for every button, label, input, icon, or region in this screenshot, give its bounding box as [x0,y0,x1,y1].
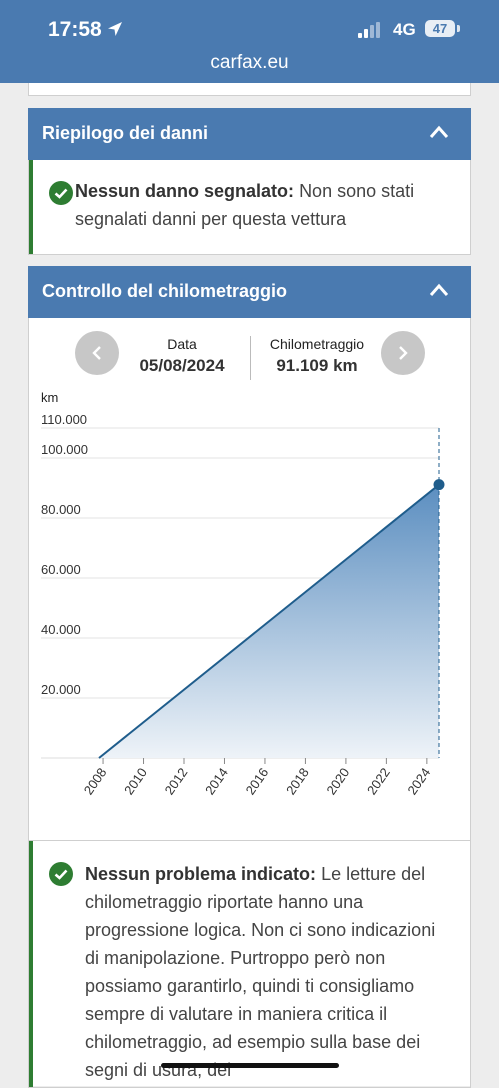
damage-summary-body: Nessun danno segnalato: Non sono stati s… [28,160,471,255]
x-tick-label: 2016 [243,765,272,797]
browser-top-bar: 17:58 4G 47 carfax.eu [0,0,499,83]
mileage-label: Chilometraggio [269,336,365,352]
mileage-chart-panel: Data 05/08/2024 Chilometraggio 91.109 km… [28,318,471,841]
previous-reading-button[interactable] [75,331,119,375]
status-bar-green [29,160,33,254]
date-value: 05/08/2024 [139,356,225,375]
x-tick-label: 2010 [121,765,150,797]
previous-card-bottom [28,83,471,96]
check-circle-icon [49,862,73,886]
date-label: Data [167,336,197,352]
signal-icon [358,22,380,38]
y-tick-label: 20.000 [41,682,81,697]
x-tick-label: 2020 [323,765,352,797]
y-tick-label: 100.000 [41,442,88,457]
date-column: Data 05/08/2024 [129,336,235,376]
check-circle-icon [49,181,73,205]
damage-summary-title: Riepilogo dei danni [42,123,208,143]
damage-summary-header[interactable]: Riepilogo dei danni [28,108,471,160]
mileage-chart: 20.000 40.000 60.000 80.000 100.000 110.000 20… [41,412,445,797]
url-bar[interactable]: carfax.eu [210,52,289,73]
mileage-value: 91.109 km [276,356,358,375]
battery-tip [457,25,460,32]
y-tick-label: 80.000 [41,502,81,517]
chevron-right-icon [399,346,408,360]
mileage-column: Chilometraggio 91.109 km [257,336,377,376]
damage-message: Nessun danno segnalato: Non sono stati s… [75,177,445,233]
y-tick-label: 60.000 [41,562,81,577]
chevron-up-icon[interactable] [429,125,449,139]
home-indicator[interactable] [161,1063,339,1068]
x-tick-label: 2024 [404,765,433,797]
x-tick-label: 2022 [364,765,393,797]
mileage-card: Controllo del chilometraggio Data 05/08/… [28,266,471,1088]
nav-divider [250,336,251,380]
x-tick-label: 2018 [283,765,312,797]
mileage-line [98,483,440,759]
x-tick-label: 2014 [202,765,231,797]
damage-message-bold: Nessun danno segnalato: [75,181,295,201]
chevron-left-icon [92,346,101,360]
mileage-message: Nessun problema indicato: Le letture del… [85,860,445,1084]
y-tick-label: 40.000 [41,622,81,637]
battery-indicator: 47 [425,20,455,37]
status-bar-green [29,841,33,1087]
location-arrow-icon [108,22,122,36]
damage-message-text: Non sono stati segnalati danni per quest… [75,181,415,229]
damage-summary-card: Riepilogo dei danni Nessun danno segnala… [28,108,471,255]
x-tick-label: 2008 [81,765,110,797]
status-time: 17:58 [48,18,102,41]
mileage-message-bold: Nessun problema indicato: [85,864,317,884]
mileage-title: Controllo del chilometraggio [42,281,288,301]
y-tick-label: 110.000 [41,412,87,427]
mileage-header[interactable]: Controllo del chilometraggio [28,266,471,318]
next-reading-button[interactable] [381,331,425,375]
page-content: Riepilogo dei danni Nessun danno segnala… [0,83,499,1088]
network-type: 4G [393,20,416,39]
x-tick-label: 2012 [162,765,191,797]
y-axis-unit: km [41,390,59,405]
chevron-up-icon[interactable] [429,283,449,297]
mileage-message-text: Le letture del chilometraggio riportate … [85,864,436,1080]
mileage-message-panel: Nessun problema indicato: Le letture del… [28,841,471,1088]
selected-point-marker [433,479,445,491]
